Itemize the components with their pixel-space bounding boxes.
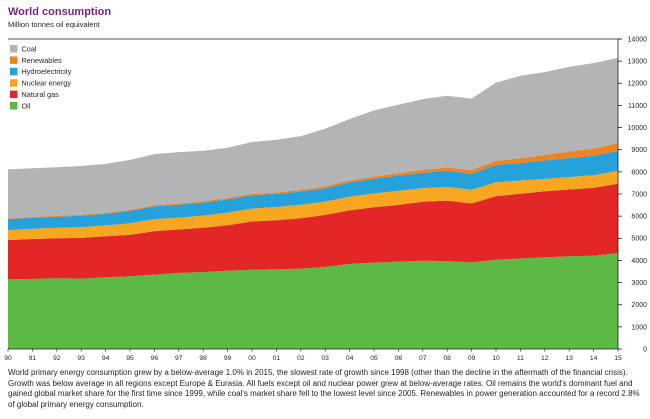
y-tick-label: 5000 [631, 236, 647, 243]
x-tick-label: 15 [614, 355, 622, 362]
x-tick-label: 97 [175, 355, 183, 362]
legend-label-coal: Coal [22, 44, 37, 53]
legend-label-nuclear-energy: Nuclear energy [22, 79, 72, 88]
legend-label-renewables: Renewables [22, 56, 63, 65]
y-tick-label: 0 [643, 346, 647, 353]
stacked-area-chart: 0100020003000400050006000700080009000100… [4, 36, 648, 362]
legend-label-natural-gas: Natural gas [22, 90, 60, 99]
x-tick-label: 13 [565, 355, 573, 362]
legend-label-hydroelectricity: Hydroelectricity [22, 67, 72, 76]
area-coal [8, 57, 618, 219]
x-tick-label: 10 [492, 355, 500, 362]
x-tick-label: 06 [395, 355, 403, 362]
y-tick-label: 1000 [631, 324, 647, 331]
x-tick-label: 91 [29, 355, 37, 362]
x-tick-label: 93 [77, 355, 85, 362]
legend-label-oil: Oil [22, 101, 31, 110]
chart-subtitle: Million tonnes oil equivalent [8, 20, 100, 29]
x-tick-label: 95 [126, 355, 134, 362]
area-hydroelectricity [8, 151, 618, 231]
chart-caption: World primary energy consumption grew by… [8, 368, 640, 409]
x-tick-label: 08 [443, 355, 451, 362]
y-tick-label: 11000 [628, 103, 647, 110]
x-tick-label: 96 [151, 355, 159, 362]
legend-swatch-renewables [10, 56, 18, 64]
area-nuclear-energy [8, 170, 618, 241]
x-tick-label: 01 [273, 355, 281, 362]
area-natural-gas [8, 183, 618, 280]
x-tick-label: 14 [590, 355, 598, 362]
x-tick-label: 07 [419, 355, 427, 362]
area-oil [8, 253, 618, 349]
y-tick-label: 2000 [631, 302, 647, 309]
x-tick-label: 98 [199, 355, 207, 362]
y-tick-label: 7000 [631, 191, 647, 198]
x-tick-label: 94 [102, 355, 110, 362]
y-tick-label: 4000 [631, 258, 647, 265]
x-tick-label: 09 [468, 355, 476, 362]
y-tick-label: 10000 [628, 125, 648, 132]
x-tick-label: 11 [517, 355, 524, 362]
x-tick-label: 90 [4, 355, 12, 362]
legend-swatch-oil [10, 102, 18, 110]
y-tick-label: 14000 [628, 36, 648, 43]
legend-swatch-coal [10, 45, 18, 53]
chart-header: World consumption Million tonnes oil equ… [0, 0, 650, 29]
x-tick-label: 05 [370, 355, 378, 362]
x-tick-label: 04 [346, 355, 354, 362]
y-tick-label: 6000 [631, 214, 647, 221]
x-tick-label: 12 [541, 355, 549, 362]
y-tick-label: 9000 [631, 147, 647, 154]
y-tick-label: 13000 [628, 59, 648, 66]
x-tick-label: 03 [321, 355, 329, 362]
legend-swatch-hydroelectricity [10, 67, 18, 76]
chart-title: World consumption [8, 6, 112, 18]
x-tick-label: 00 [248, 355, 256, 362]
x-tick-label: 92 [53, 355, 61, 362]
y-tick-label: 8000 [631, 169, 647, 176]
legend-swatch-nuclear-energy [10, 79, 18, 87]
legend-swatch-natural-gas [10, 90, 18, 99]
y-tick-label: 12000 [628, 81, 648, 88]
x-tick-label: 02 [297, 355, 305, 362]
x-tick-label: 99 [224, 355, 232, 362]
y-tick-label: 3000 [631, 280, 647, 287]
